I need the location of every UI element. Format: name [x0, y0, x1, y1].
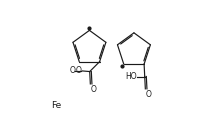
Text: HO: HO: [125, 72, 137, 81]
Text: Fe: Fe: [51, 101, 61, 110]
Text: O: O: [146, 90, 152, 99]
Text: O: O: [76, 66, 82, 75]
Text: O: O: [69, 66, 75, 75]
Text: O: O: [91, 85, 97, 94]
